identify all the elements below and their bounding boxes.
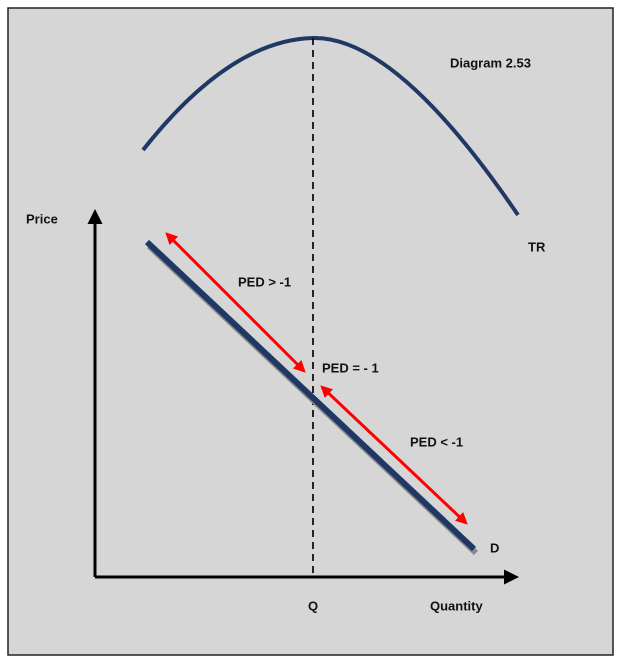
ped-label: PED < -1 <box>410 434 463 449</box>
ped-label: PED > -1 <box>238 274 291 289</box>
inelastic-arrow <box>320 385 468 525</box>
panel <box>7 7 614 656</box>
tr-label: TR <box>528 239 546 254</box>
elastic-arrow <box>165 232 306 373</box>
demand-label: D <box>490 540 499 555</box>
y-axis-label: Price <box>26 211 58 226</box>
ped-label: PED = - 1 <box>322 360 379 375</box>
q-label: Q <box>308 598 318 613</box>
diagram-title: Diagram 2.53 <box>450 55 531 70</box>
tr-curve <box>141 35 520 217</box>
x-axis-label: Quantity <box>430 598 483 613</box>
